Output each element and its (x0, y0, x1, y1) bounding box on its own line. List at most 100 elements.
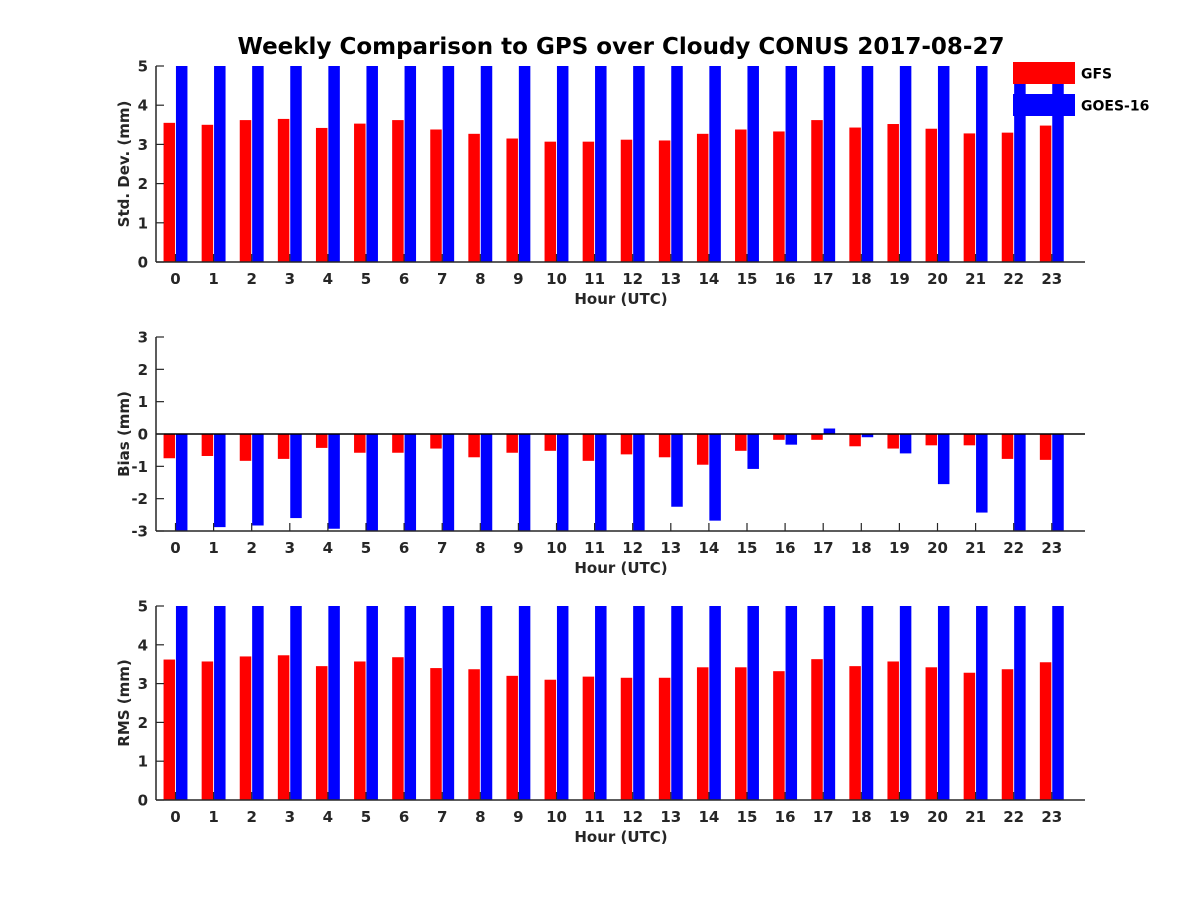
bar-gfs-6 (392, 120, 404, 262)
bar-gfs-5 (354, 661, 366, 800)
y-tick-label: 3 (138, 675, 148, 693)
bar-goes-16-22 (1014, 606, 1026, 800)
x-tick-label: 4 (323, 270, 333, 288)
bar-gfs-3 (277, 434, 290, 459)
legend-swatch-gfs (1013, 62, 1075, 84)
legend: GFS GOES-16 (1013, 62, 1149, 116)
x-tick-label: 1 (208, 808, 218, 826)
x-tick-label: 9 (513, 270, 523, 288)
y-tick-label: -2 (131, 490, 148, 508)
bar-gfs-23 (1039, 125, 1052, 262)
x-tick-label: 2 (246, 539, 256, 557)
bar-goes-16-18 (861, 66, 874, 262)
x-tick-label: 6 (399, 808, 409, 826)
x-tick-label: 19 (889, 270, 910, 288)
bar-gfs-22 (1001, 132, 1014, 262)
x-tick-label: 13 (660, 808, 681, 826)
bar-goes-16-7 (442, 434, 455, 531)
bar-goes-16-18 (861, 606, 874, 800)
x-tick-label: 15 (737, 808, 758, 826)
bar-goes-16-17 (823, 66, 836, 262)
bar-goes-16-6 (404, 606, 417, 800)
bar-gfs-12 (620, 139, 633, 262)
bar-goes-16-20 (937, 434, 950, 485)
x-tick-label: 9 (513, 808, 523, 826)
bar-gfs-7 (430, 129, 442, 262)
x-tick-label: 14 (698, 270, 719, 288)
bar-goes-16-8 (480, 434, 493, 531)
bar-goes-16-16 (785, 606, 798, 800)
y-tick-label: 0 (138, 426, 148, 444)
x-tick-label: 22 (1003, 808, 1024, 826)
bar-gfs-2 (239, 120, 252, 262)
x-tick-label: 17 (813, 539, 834, 557)
bar-goes-16-2 (252, 606, 264, 800)
x-tick-label: 8 (475, 270, 485, 288)
bar-goes-16-13 (671, 66, 683, 262)
x-tick-label: 4 (323, 808, 333, 826)
x-tick-label: 17 (813, 270, 834, 288)
x-tick-label: 13 (660, 539, 681, 557)
x-tick-label: 4 (323, 539, 333, 557)
bar-goes-16-14 (709, 434, 721, 521)
x-tick-label: 5 (361, 270, 371, 288)
y-tick-label: -1 (131, 458, 148, 476)
x-tick-label: 1 (208, 270, 218, 288)
bar-goes-16-0 (175, 434, 188, 531)
y-tick-label: 0 (138, 792, 148, 810)
x-tick-label: 21 (965, 808, 986, 826)
bar-gfs-9 (506, 138, 518, 262)
x-tick-label: 7 (437, 808, 447, 826)
bar-gfs-8 (468, 133, 480, 262)
bar-goes-16-23 (1052, 606, 1064, 800)
x-tick-label: 23 (1041, 539, 1062, 557)
bar-goes-16-11 (595, 606, 607, 800)
x-tick-label: 18 (851, 808, 872, 826)
bar-gfs-14 (696, 667, 709, 800)
bar-goes-16-5 (366, 434, 378, 531)
bar-goes-16-3 (290, 434, 302, 519)
x-tick-label: 20 (927, 808, 948, 826)
x-tick-label: 2 (246, 270, 256, 288)
bar-gfs-12 (620, 434, 633, 455)
bar-gfs-20 (925, 667, 938, 800)
x-axis-label: Hour (UTC) (574, 290, 667, 308)
bar-gfs-11 (582, 141, 595, 262)
y-tick-label: 2 (138, 361, 148, 379)
x-tick-label: 3 (285, 270, 295, 288)
bar-gfs-22 (1001, 669, 1014, 800)
bars (163, 66, 1064, 262)
x-tick-label: 19 (889, 539, 910, 557)
bar-goes-16-21 (976, 66, 988, 262)
x-axis-label: Hour (UTC) (574, 828, 667, 846)
chart-title: Weekly Comparison to GPS over Cloudy CON… (238, 34, 1005, 60)
bar-goes-16-21 (976, 434, 988, 513)
bar-goes-16-2 (252, 66, 264, 262)
x-tick-label: 15 (737, 270, 758, 288)
x-tick-label: 14 (698, 808, 719, 826)
y-tick-label: 3 (138, 136, 148, 154)
bar-goes-16-13 (671, 434, 683, 507)
x-tick-label: 5 (361, 808, 371, 826)
x-tick-label: 17 (813, 808, 834, 826)
bar-gfs-0 (163, 434, 176, 459)
bars (163, 428, 1064, 531)
bar-goes-16-15 (747, 66, 759, 262)
y-tick-label: 1 (138, 753, 148, 771)
bar-gfs-23 (1039, 434, 1052, 460)
bar-gfs-5 (354, 123, 366, 262)
bar-goes-16-20 (937, 66, 950, 262)
x-tick-label: 15 (737, 539, 758, 557)
bar-gfs-10 (544, 434, 557, 451)
bar-goes-16-21 (976, 606, 988, 800)
y-tick-label: 5 (138, 58, 148, 76)
y-tick-label: 2 (138, 175, 148, 193)
x-tick-label: 6 (399, 539, 409, 557)
x-tick-label: 16 (775, 539, 796, 557)
y-axis-label: RMS (mm) (115, 659, 133, 746)
x-tick-label: 23 (1041, 808, 1062, 826)
bar-goes-16-4 (328, 606, 340, 800)
x-tick-label: 10 (546, 270, 567, 288)
